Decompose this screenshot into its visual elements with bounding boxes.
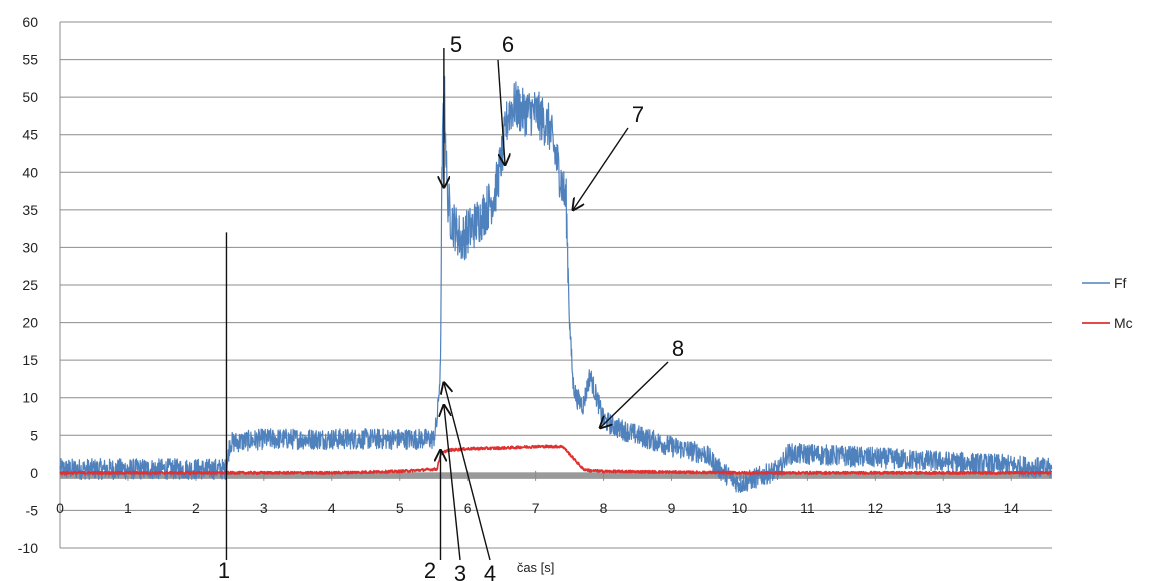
x-tick-label: 13 [935, 500, 951, 516]
annotation-1: 1 [218, 232, 230, 581]
annotation-4: 4 [444, 383, 496, 581]
x-tick-label: 7 [532, 500, 540, 516]
annotation-label-2: 2 [424, 558, 436, 581]
annotation-label-1: 1 [218, 558, 230, 581]
legend-label: Mc [1114, 315, 1133, 331]
x-tick-label: 9 [668, 500, 676, 516]
x-tick-label: 1 [124, 500, 132, 516]
y-tick-label: 35 [22, 202, 38, 218]
y-tick-label: 40 [22, 164, 38, 180]
y-tick-label: 25 [22, 277, 38, 293]
annotation-arrow-6 [497, 59, 505, 165]
annotation-label-8: 8 [672, 336, 684, 361]
legend-item-ff: Ff [1082, 275, 1127, 291]
y-tick-label: 10 [22, 390, 38, 406]
annotation-2: 2 [424, 450, 441, 581]
x-axis-label: čas [s] [517, 560, 555, 575]
x-tick-label: 0 [56, 500, 64, 516]
series-line-ff [59, 75, 1053, 493]
annotation-8: 8 [600, 336, 684, 428]
annotation-3: 3 [444, 405, 466, 581]
y-tick-label: 50 [22, 89, 38, 105]
x-tick-label: 4 [328, 500, 336, 516]
x-tick-label: 5 [396, 500, 404, 516]
x-tick-label: 6 [464, 500, 472, 516]
gridlines [60, 21, 1052, 549]
annotation-label-3: 3 [454, 561, 466, 581]
x-tick-label: 11 [800, 500, 815, 516]
annotations-layer: 1 2 3 45 678 [218, 32, 684, 581]
x-tick-label: 14 [1003, 500, 1019, 516]
y-tick-label: 15 [22, 352, 38, 368]
annotation-arrow-7 [573, 127, 629, 210]
annotation-arrow-8 [600, 361, 669, 428]
x-tick-label: 2 [192, 500, 200, 516]
series-layer [59, 75, 1053, 493]
annotation-label-7: 7 [632, 102, 644, 127]
y-tick-label: 55 [22, 52, 38, 68]
annotation-arrow-4 [444, 383, 491, 561]
x-tick-label: 10 [732, 500, 748, 516]
annotation-6: 6 [497, 32, 514, 165]
annotation-label-4: 4 [484, 561, 496, 581]
x-tick-label: 8 [600, 500, 608, 516]
y-tick-label: 30 [22, 239, 38, 255]
x-tick-label: 3 [260, 500, 268, 516]
y-tick-label: 20 [22, 315, 38, 331]
y-tick-label: -5 [26, 502, 39, 518]
y-tick-label: 5 [30, 427, 38, 443]
legend-item-mc: Mc [1082, 315, 1133, 331]
annotation-7: 7 [573, 102, 644, 210]
series-line-mc [59, 444, 1053, 475]
x-tick-label: 12 [868, 500, 884, 516]
y-tick-label: -10 [18, 540, 38, 556]
annotation-label-6: 6 [502, 32, 514, 57]
annotation-arrow-3 [444, 405, 461, 561]
y-tick-label: 60 [22, 14, 38, 30]
y-tick-label: 0 [30, 465, 38, 481]
annotation-5: 5 [444, 32, 462, 187]
annotation-label-5: 5 [450, 32, 462, 57]
y-tick-label: 45 [22, 127, 38, 143]
legend: Ff Mc [1082, 275, 1133, 331]
legend-label: Ff [1114, 275, 1127, 291]
